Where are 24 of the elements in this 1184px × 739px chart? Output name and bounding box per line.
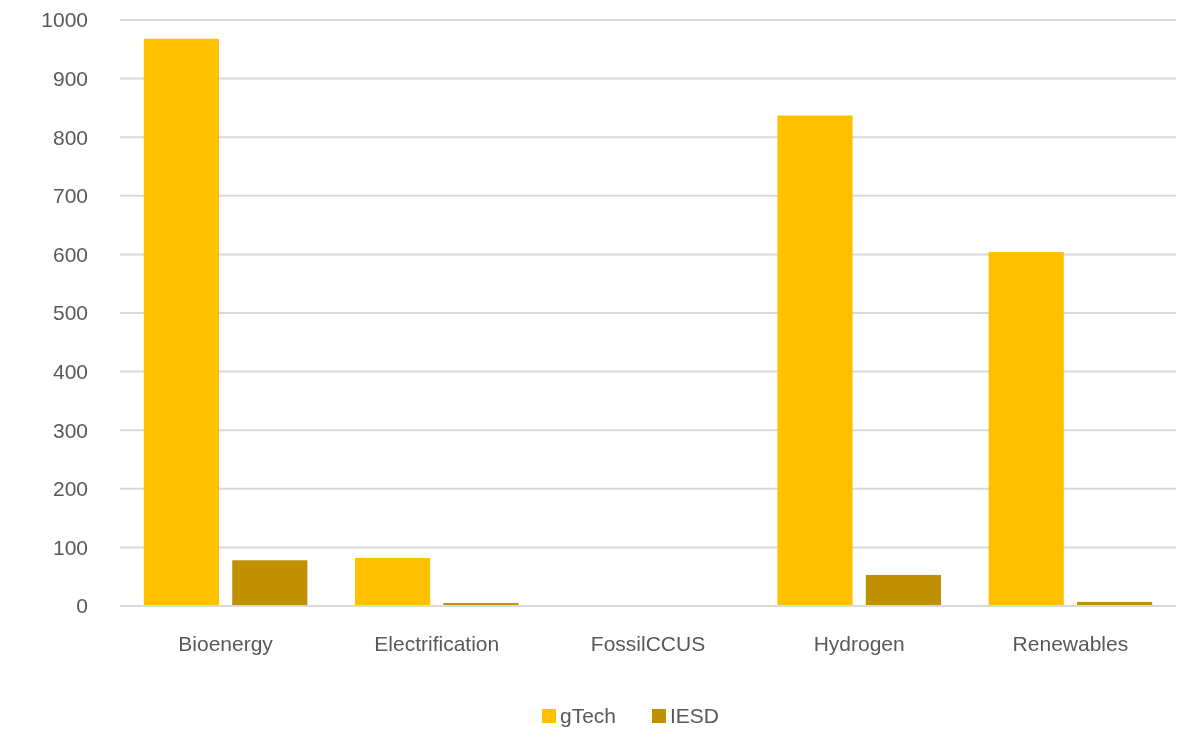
y-tick-label: 200 — [52, 477, 88, 501]
legend-label: gTech — [560, 704, 617, 728]
y-tick-label: 0 — [76, 594, 88, 618]
bar — [988, 252, 1064, 606]
x-tick-label: FossilCCUS — [590, 632, 706, 655]
y-tick-label: 100 — [52, 535, 88, 559]
bar — [865, 574, 941, 606]
x-tick-label: Bioenergy — [178, 632, 274, 655]
y-tick-label: 1000 — [41, 8, 88, 32]
x-tick-label: Renewables — [1012, 632, 1129, 655]
y-tick-label: 700 — [52, 184, 88, 208]
y-tick-label: 800 — [52, 125, 88, 149]
y-tick-label: 500 — [52, 301, 88, 325]
legend-label: IESD — [670, 704, 720, 728]
bar — [143, 38, 219, 606]
bar — [232, 560, 308, 606]
x-tick-label: Hydrogen — [813, 632, 905, 655]
y-tick-label: 300 — [52, 418, 88, 442]
bar — [777, 115, 853, 606]
y-tick-label: 400 — [52, 359, 88, 383]
x-tick-label: Electrification — [374, 632, 500, 655]
y-tick-label: 900 — [52, 66, 88, 90]
bar — [355, 557, 431, 606]
y-tick-label: 600 — [52, 242, 88, 266]
